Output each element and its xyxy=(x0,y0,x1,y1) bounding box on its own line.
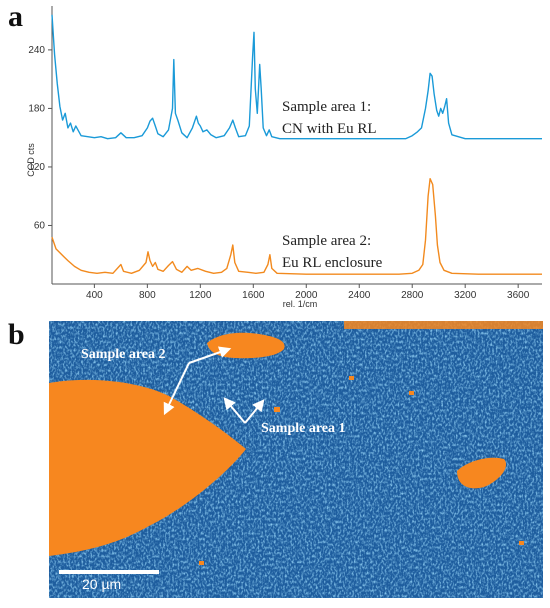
series-1-annotation-line-2: CN with Eu RL xyxy=(282,121,377,137)
arrow-area-2-left xyxy=(163,362,190,416)
x-tick-label: 400 xyxy=(86,290,103,301)
sample-area-1-label: Sample area 1 xyxy=(261,421,346,436)
x-tick-label: 1200 xyxy=(189,290,212,301)
panel-letter-b: b xyxy=(8,318,25,351)
y-axis-label: CCD cts xyxy=(26,143,36,177)
x-tick-label: 1600 xyxy=(242,290,265,301)
x-tick-label: 2400 xyxy=(348,290,371,301)
sample-area-2-label: Sample area 2 xyxy=(81,347,166,362)
orange-phase-top-edge xyxy=(344,321,543,329)
orange-phase-large xyxy=(49,379,246,556)
axis-ticks: 400 800 1200 1600 2000 2400 2800 3200 3600 60 120 1… xyxy=(28,45,529,301)
x-tick-label: 2000 xyxy=(295,290,318,301)
orange-speck xyxy=(519,541,524,545)
spectra-series xyxy=(51,14,542,275)
x-axis-label: rel. 1/cm xyxy=(283,299,318,309)
orange-speck xyxy=(199,561,204,565)
series-1-annotation: Sample area 1: CN with Eu RL xyxy=(282,99,377,137)
scale-bar-label: 20 µm xyxy=(82,576,121,592)
x-tick-label: 2800 xyxy=(401,290,424,301)
x-tick-label: 3200 xyxy=(454,290,477,301)
y-tick-label: 180 xyxy=(28,103,45,114)
y-tick-label: 240 xyxy=(28,45,45,56)
y-tick-label: 60 xyxy=(34,220,46,231)
series-2-annotation: Sample area 2: Eu RL enclosure xyxy=(282,233,383,271)
arrow-area-1-right xyxy=(244,399,265,424)
scale-bar xyxy=(59,570,159,574)
x-tick-label: 3600 xyxy=(507,290,530,301)
orange-speck xyxy=(349,376,354,380)
series-2-annotation-line-1: Sample area 2: xyxy=(282,233,371,249)
arrow-area-1-left xyxy=(223,397,246,424)
series-1-annotation-line-1: Sample area 1: xyxy=(282,99,371,115)
spectrum-line-2 xyxy=(51,177,542,275)
raman-spectra-chart: 400 800 1200 1600 2000 2400 2800 3200 3600 60 120 1… xyxy=(26,6,542,309)
arrow-area-2-top xyxy=(188,346,232,364)
orange-phase-right xyxy=(457,457,507,489)
orange-speck xyxy=(409,391,414,395)
x-tick-label: 800 xyxy=(139,290,156,301)
orange-speck xyxy=(274,407,280,412)
panel-letter-a: a xyxy=(8,0,23,33)
y-tick-label: 120 xyxy=(28,162,45,173)
spectrum-line-1 xyxy=(51,14,542,140)
series-2-annotation-line-2: Eu RL enclosure xyxy=(282,255,383,271)
raman-map-image: Sample area 2 Sample area 1 20 µm xyxy=(49,321,543,598)
